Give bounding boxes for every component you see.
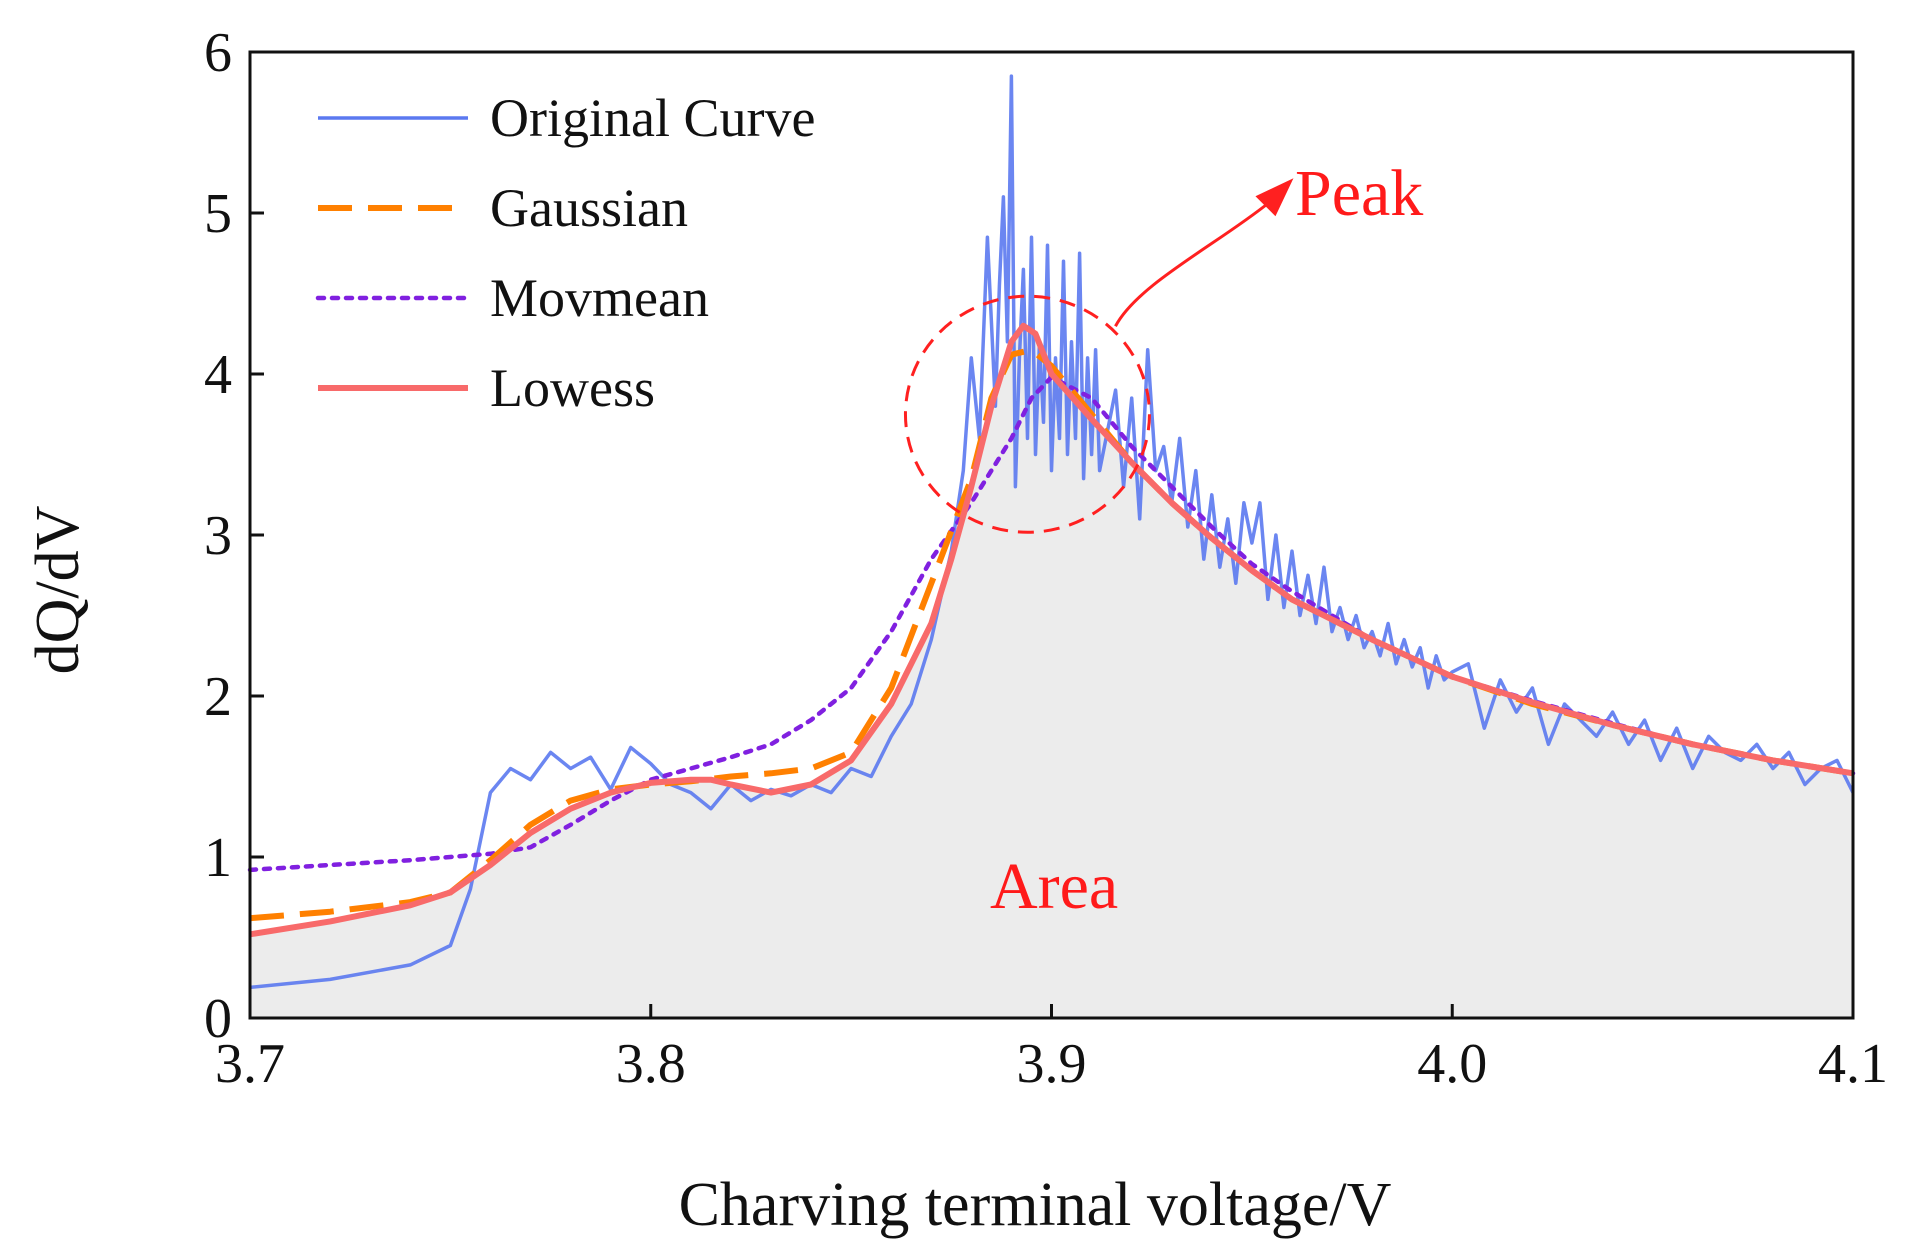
series-line-lowess: [249, 322, 1854, 938]
peak-label: Peak: [1295, 157, 1423, 230]
peak-arrow-head: [1255, 178, 1294, 217]
y-tick-label: 1: [204, 827, 232, 889]
x-axis-title: Charving terminal voltage/V: [679, 1171, 1392, 1239]
y-tick-label: 2: [204, 666, 232, 728]
x-tick-label: 3.8: [616, 1033, 686, 1095]
peak-annotation: Peak: [903, 157, 1423, 534]
area-under-curve: [250, 325, 1853, 1018]
y-tick-label: 3: [204, 505, 232, 567]
y-tick-label: 5: [204, 183, 232, 245]
legend-label: Movmean: [490, 268, 709, 328]
y-tick-label: 0: [204, 988, 232, 1050]
ticks-layer: 3.7 3.8 3.9 4.0 4.1 0 1 2 3 4 5 6: [204, 22, 1888, 1095]
area-label: Area: [990, 850, 1118, 923]
peak-arrow-line: [1114, 201, 1271, 327]
y-tick-label: 6: [204, 22, 232, 84]
legend-label: Lowess: [490, 358, 655, 418]
legend-label: Original Curve: [490, 88, 815, 148]
series-layer: [247, 74, 1856, 990]
peak-circle: [903, 294, 1151, 534]
y-tick-label: 4: [204, 344, 232, 406]
x-tick-label: 4.0: [1417, 1033, 1487, 1095]
legend: Original Curve Gaussian Movmean Lowess: [315, 88, 815, 418]
x-tick-label: 3.7: [215, 1033, 285, 1095]
area-fill-layer: [250, 325, 1853, 1018]
x-tick-label: 4.1: [1818, 1033, 1888, 1095]
x-tick-label: 3.9: [1017, 1033, 1087, 1095]
legend-label: Gaussian: [490, 178, 688, 238]
y-axis-title: dQ/dV: [24, 505, 92, 674]
series-line-original-curve: [249, 74, 1855, 990]
plot-frame: [248, 50, 1855, 1020]
